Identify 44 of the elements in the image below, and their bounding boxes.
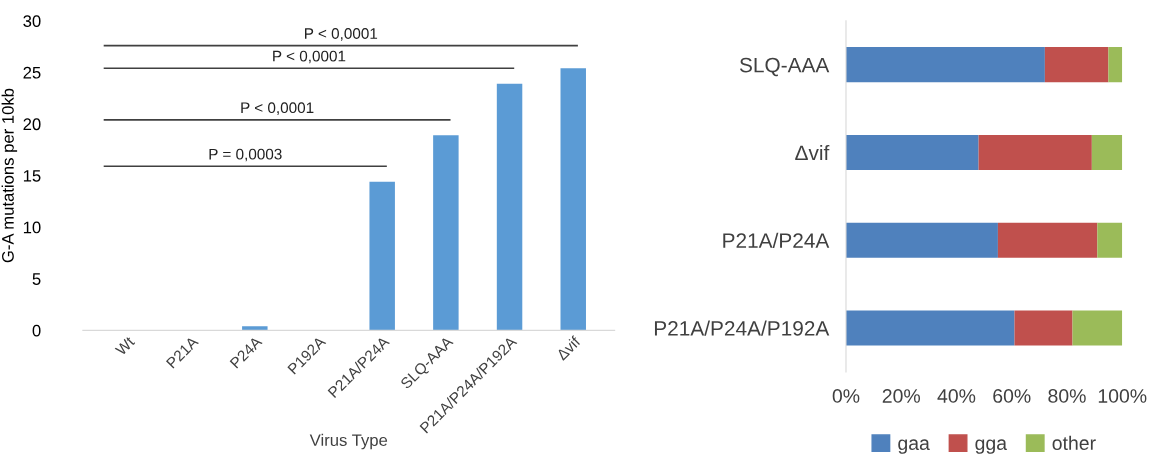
legend-label: gga	[975, 439, 1008, 454]
x-axis-title: Virus Type	[309, 433, 388, 450]
y-tick-label: 5	[32, 273, 41, 285]
y-axis-title: G-A mutations per 10kb	[1, 88, 18, 263]
bar	[1072, 310, 1123, 346]
y-tick-label: 30	[23, 15, 41, 27]
legend-label: other	[1052, 435, 1096, 451]
y-tick-label: Δvif	[795, 144, 830, 161]
annotation: P < 0,0001	[241, 102, 314, 115]
annotation: P < 0,0001	[273, 50, 346, 64]
bar	[1044, 47, 1109, 83]
bar	[1108, 47, 1123, 83]
annotation: P = 0,0003	[209, 148, 282, 162]
bar	[997, 222, 1098, 258]
y-tick-label: 0	[32, 324, 41, 337]
annotation: P < 0,0001	[305, 28, 378, 41]
x-tick-label: 20%	[882, 389, 920, 403]
y-tick-label: 15	[23, 170, 41, 182]
bar	[978, 134, 1092, 171]
bar	[242, 326, 268, 331]
bar	[1014, 310, 1073, 346]
bar	[845, 47, 1045, 83]
legend-label: gaa	[898, 439, 930, 454]
x-tick-label: 40%	[937, 389, 976, 403]
y-tick-label: 10	[23, 221, 41, 234]
bar	[496, 83, 523, 331]
y-tick-label: P21A/P24A/P192A	[654, 320, 830, 336]
bar	[845, 222, 998, 258]
y-tick-label: P21A/P24A	[723, 232, 830, 248]
x-tick-label: 0%	[832, 389, 860, 403]
bar	[845, 310, 1015, 346]
bar	[1091, 134, 1123, 171]
x-tick-label: 60%	[993, 389, 1031, 403]
x-tick-label: Wt	[114, 335, 136, 357]
bar	[369, 181, 395, 331]
y-tick-label: 20	[23, 118, 41, 131]
bar	[433, 135, 459, 331]
y-tick-label: 25	[23, 66, 41, 79]
x-tick-label: 100%	[1098, 389, 1147, 403]
bar	[845, 134, 979, 171]
bar	[1097, 222, 1123, 258]
bar	[560, 68, 586, 331]
x-tick-label: 80%	[1048, 389, 1086, 403]
y-tick-label: SLQ-AAA	[739, 57, 830, 77]
